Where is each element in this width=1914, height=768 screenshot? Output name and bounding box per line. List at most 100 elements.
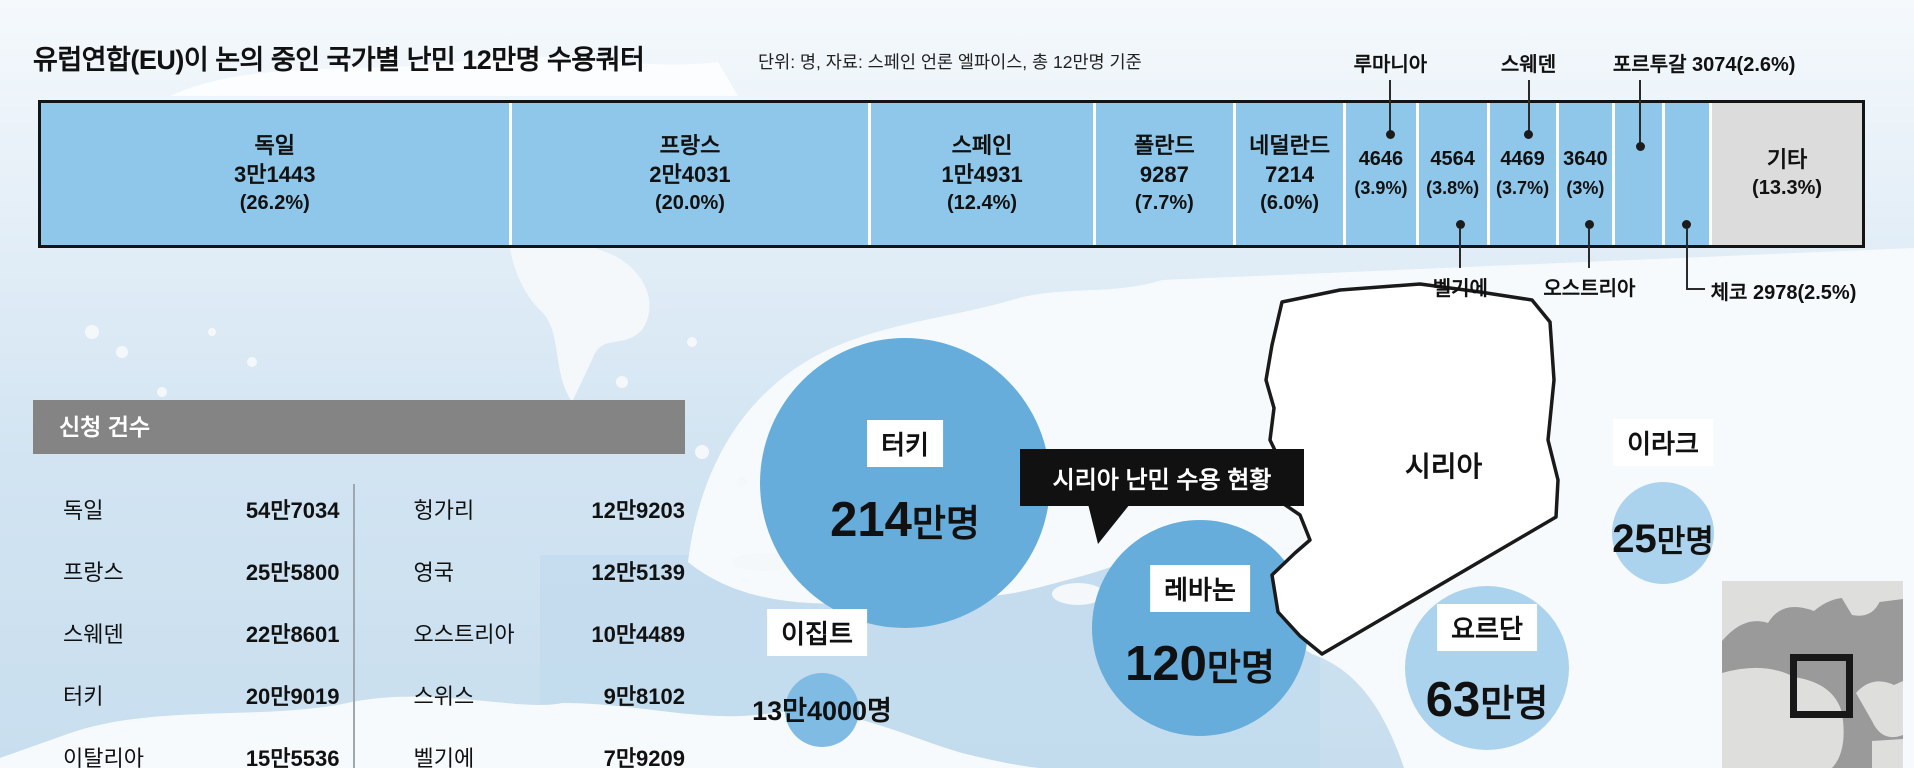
segment-value: 2만4031 <box>649 161 731 187</box>
bubble-number: 25 <box>1612 517 1657 561</box>
app-count: 10만4489 <box>591 622 685 647</box>
bubble-value-egypt: 13만4000명 <box>752 696 892 726</box>
segment-value: 4564 <box>1430 148 1475 170</box>
quota-bar-chart: 독일 3만1443 (26.2%) 프랑스 2만4031 (20.0%) 스페인 1만4931… <box>38 100 1865 248</box>
app-count: 25만5800 <box>245 560 340 585</box>
bar-segment-netherlands: 네덜란드 7214 (6.0%) <box>1233 103 1344 245</box>
segment-pct: (3.8%) <box>1426 178 1480 198</box>
applications-table: 독일 54만7034 헝가리 12만9203 프랑스 25만5800 영국 12만5139 스웨… <box>33 478 685 768</box>
segment-pct: (3%) <box>1566 178 1605 198</box>
segment-name: 프랑스 <box>659 132 721 158</box>
segment-name: 스페인 <box>951 132 1013 158</box>
app-country: 프랑스 <box>63 560 124 585</box>
speech-tail <box>1088 504 1130 544</box>
callout-label-portugal: 포르투갈 3074(2.6%) <box>1612 54 1796 76</box>
locator-inset-map <box>1722 581 1903 768</box>
app-country: 영국 <box>413 560 454 585</box>
table-row: 스웨덴 22만8601 오스트리아 10만4489 <box>33 602 685 664</box>
bubble-suffix: 만명 <box>1480 683 1549 724</box>
callout-elbow-czech <box>1686 288 1705 290</box>
bubble-label-turkey: 터키 <box>867 420 943 467</box>
app-country: 오스트리아 <box>413 622 515 647</box>
app-count: 20만9019 <box>245 684 340 709</box>
app-country: 터키 <box>63 684 104 709</box>
source-note: 단위: 명, 자료: 스페인 언론 엘파이스, 총 12만명 기준 <box>758 52 1142 72</box>
bar-segment-france: 프랑스 2만4031 (20.0%) <box>508 103 869 245</box>
bar-segment-czech <box>1661 103 1710 245</box>
bar-segment-portugal <box>1612 103 1662 245</box>
app-count: 22만8601 <box>245 622 340 647</box>
app-country: 헝가리 <box>413 498 475 523</box>
segment-value: 4469 <box>1500 148 1545 170</box>
bubble-suffix: 만명 <box>1206 647 1275 688</box>
bubble-value-lebanon: 120만명 <box>1125 636 1275 692</box>
app-country: 이탈리아 <box>63 746 144 768</box>
segment-value: 7214 <box>1265 161 1315 187</box>
segment-pct: (6.0%) <box>1260 191 1320 214</box>
bubble-label-lebanon: 레바논 <box>1150 565 1250 612</box>
app-count: 12만9203 <box>591 498 685 523</box>
segment-name: 폴란드 <box>1134 132 1195 158</box>
bubble-value-jordan: 63만명 <box>1426 672 1549 728</box>
bar-segment-romania: 4646 (3.9%) <box>1343 103 1416 245</box>
callout-label-belgium: 벨기에 <box>1432 278 1488 300</box>
bubble-turkey <box>760 338 1050 628</box>
table-row: 독일 54만7034 헝가리 12만9203 <box>33 478 685 540</box>
callout-label-sweden: 스웨덴 <box>1500 54 1557 76</box>
bubble-value-turkey: 214만명 <box>830 492 980 548</box>
bubble-number: 63 <box>1425 673 1481 727</box>
segment-pct: (7.7%) <box>1134 191 1194 214</box>
page-title: 유럽연합(EU)이 논의 중인 국가별 난민 12만명 수용쿼터 <box>33 45 645 75</box>
inset-highlight-box <box>1790 654 1853 718</box>
bubble-lebanon <box>1092 520 1308 736</box>
bar-segment-sweden: 4469 (3.7%) <box>1486 103 1556 245</box>
table-divider <box>353 484 355 768</box>
table-row: 터키 20만9019 스위스 9만8102 <box>33 664 685 726</box>
bubble-number: 214 <box>830 493 912 547</box>
app-count: 9만8102 <box>603 684 685 709</box>
segment-pct: (3.9%) <box>1354 178 1408 198</box>
table-row: 프랑스 25만5800 영국 12만5139 <box>33 540 685 602</box>
app-count: 15만5536 <box>245 746 340 768</box>
segment-name: 독일 <box>254 132 295 158</box>
segment-pct: (20.0%) <box>654 191 725 214</box>
bubble-suffix: 만명 <box>1656 524 1714 559</box>
segment-name: 기타 <box>1766 147 1808 172</box>
bar-segment-poland: 폴란드 9287 (7.7%) <box>1092 103 1234 245</box>
bubble-suffix: 만명 <box>911 503 980 544</box>
bar-segment-austria: 3640 (3%) <box>1555 103 1613 245</box>
segment-name: 네덜란드 <box>1249 132 1331 158</box>
bar-segment-others: 기타 (13.3%) <box>1709 103 1862 245</box>
bar-segment-spain: 스페인 1만4931 (12.4%) <box>868 103 1093 245</box>
callout-label-austria: 오스트리아 <box>1543 278 1636 300</box>
bubble-label-egypt: 이집트 <box>767 609 867 656</box>
bubble-value-iraq: 25만명 <box>1612 516 1714 562</box>
segment-value: 1만4931 <box>941 161 1023 187</box>
table-row: 이탈리아 15만5536 벨기에 7만9209 <box>33 726 685 768</box>
segment-value: 4646 <box>1358 148 1404 170</box>
callout-label-czech: 체코 2978(2.5%) <box>1710 282 1857 304</box>
applications-panel: 신청 건수 독일 54만7034 헝가리 12만9203 프랑스 25만5800 영국 12만… <box>33 400 685 768</box>
segment-value: 9287 <box>1139 161 1189 187</box>
syria-refugee-callout: 시리아 난민 수용 현황 <box>1020 449 1304 506</box>
bar-segment-belgium: 4564 (3.8%) <box>1415 103 1487 245</box>
callout-label-romania: 루마니아 <box>1353 54 1428 76</box>
app-country: 스웨덴 <box>63 622 124 647</box>
syria-country-label: 시리아 <box>1405 451 1483 482</box>
segment-value: 3640 <box>1563 148 1608 170</box>
segment-pct: (12.4%) <box>947 191 1018 214</box>
segment-pct: (26.2%) <box>239 191 310 214</box>
bubble-label-iraq: 이라크 <box>1613 419 1713 466</box>
segment-value: 3만1443 <box>234 161 316 187</box>
bar-segment-germany: 독일 3만1443 (26.2%) <box>41 103 509 245</box>
app-count: 7만9209 <box>603 746 685 768</box>
app-country: 독일 <box>63 498 104 523</box>
app-country: 벨기에 <box>413 746 475 768</box>
bubble-number: 120 <box>1125 637 1207 691</box>
app-count: 54만7034 <box>245 498 340 523</box>
applications-header: 신청 건수 <box>33 400 685 454</box>
app-country: 스위스 <box>413 684 475 709</box>
segment-pct: (3.7%) <box>1496 178 1550 198</box>
bubble-label-jordan: 요르단 <box>1437 604 1537 651</box>
